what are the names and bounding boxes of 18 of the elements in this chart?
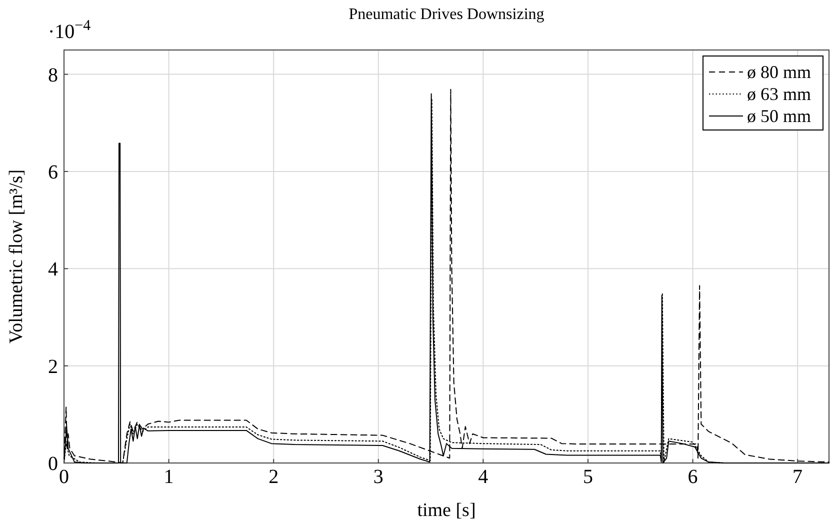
text: ·10$^{−4}$ [48,18,92,43]
x-tick-label: 7 [792,466,803,488]
y-tick-label: 4 [48,258,58,281]
y-tick-label: 2 [48,356,58,378]
chart-title: Pneumatic Drives Downsizing [348,6,544,23]
y-tick-label: 6 [48,161,58,184]
x-tick-label: 3 [373,466,384,488]
x-tick-label: 1 [164,466,174,488]
x-axis-title: time [s] [417,500,476,521]
legend-label: ø 80 mm [747,62,812,82]
y-tick-label: 8 [48,64,58,86]
x-tick-label: 6 [688,466,698,488]
x-tick-label: 2 [268,466,279,488]
x-tick-label: 5 [582,466,593,488]
x-tick-label: 4 [478,466,488,488]
y-axis-title: Volumetric flow [m³/s] [6,169,27,344]
legend-label: ø 63 mm [747,84,812,104]
legend-label: ø 50 mm [747,106,812,126]
